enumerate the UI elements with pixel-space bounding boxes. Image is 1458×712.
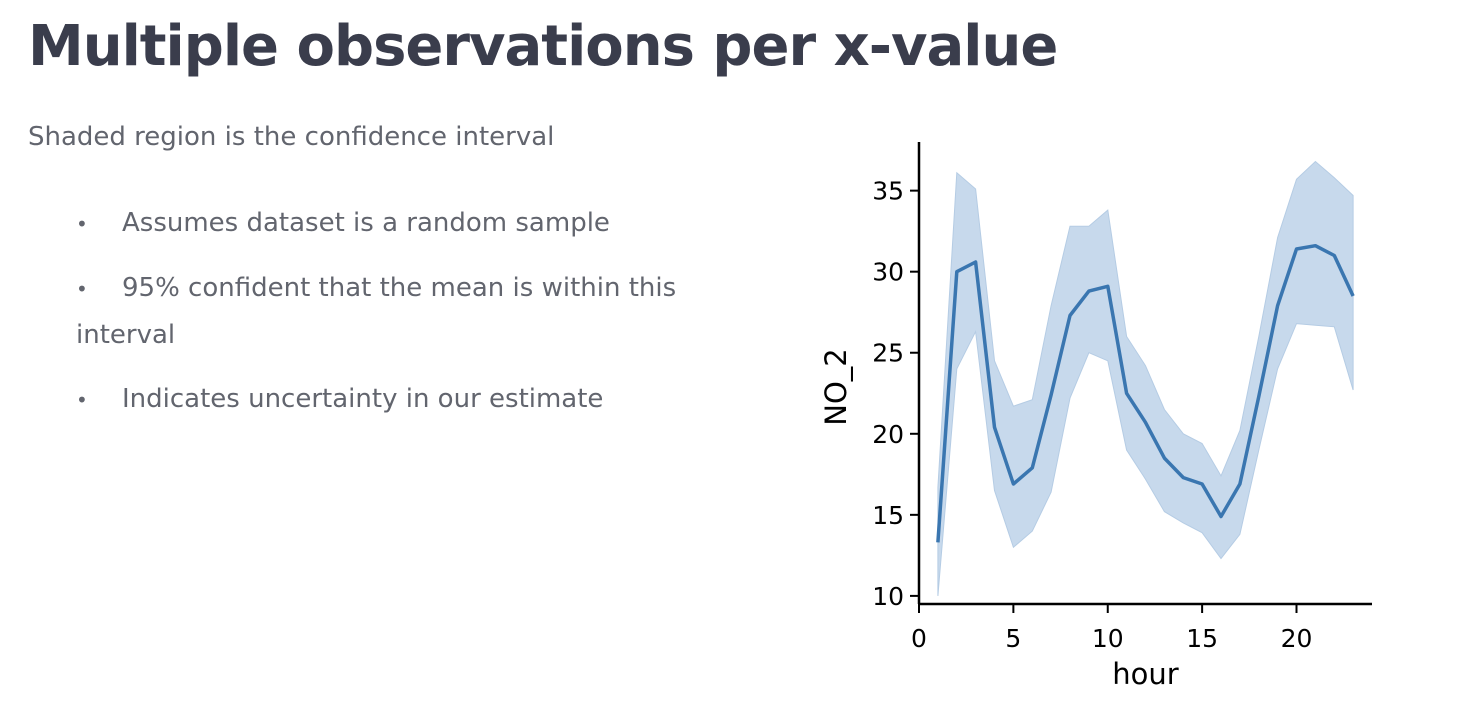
y-axis-label: NO_2 — [819, 348, 853, 425]
x-axis-label: hour — [1112, 657, 1179, 691]
slide-subtitle: Shaded region is the confidence interval — [28, 122, 555, 152]
bullet-dot-icon: • — [76, 277, 88, 301]
y-tick-label: 20 — [872, 420, 904, 449]
x-tick-label: 5 — [1005, 624, 1021, 653]
bullet-text: Assumes dataset is a random sample — [122, 208, 610, 238]
bullet-text: 95% confident that the mean is within th… — [76, 273, 677, 350]
bullet-item: • Assumes dataset is a random sample — [76, 200, 716, 247]
y-tick-label: 10 — [872, 582, 904, 611]
x-tick-label: 0 — [911, 624, 927, 653]
bullet-dot-icon: • — [76, 212, 88, 236]
bullet-text: Indicates uncertainty in our estimate — [122, 384, 604, 414]
y-tick-label: 35 — [872, 177, 904, 206]
bullet-item: • Indicates uncertainty in our estimate — [76, 376, 716, 423]
confidence-band — [937, 160, 1354, 596]
x-tick-label: 20 — [1281, 624, 1313, 653]
y-tick-label: 15 — [872, 501, 904, 530]
y-tick-label: 30 — [872, 258, 904, 287]
slide-title: Multiple observations per x-value — [28, 14, 1058, 79]
no2-by-hour-line-chart: 10 15 20 25 30 35 0 5 10 15 20 hour NO_2 — [819, 142, 1372, 691]
bullet-list: • Assumes dataset is a random sample • 95%… — [76, 200, 716, 441]
bullet-item: • 95% confident that the mean is within t… — [76, 265, 716, 358]
bullet-dot-icon: • — [76, 388, 88, 412]
x-tick-label: 10 — [1092, 624, 1124, 653]
y-tick-label: 25 — [872, 339, 904, 368]
x-tick-label: 15 — [1186, 624, 1218, 653]
